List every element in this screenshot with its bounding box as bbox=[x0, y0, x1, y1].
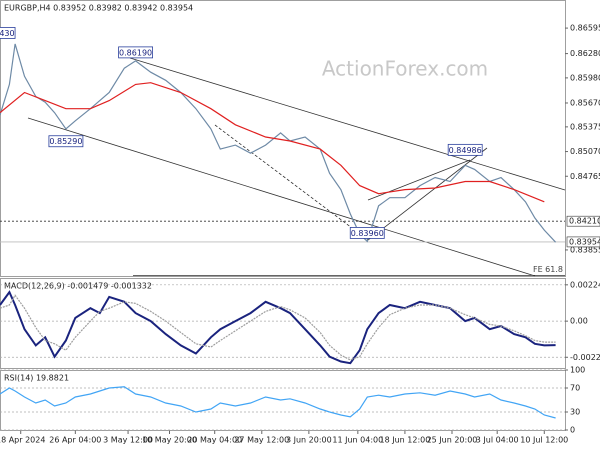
x-tick-label: 11 Jun 04:00 bbox=[332, 436, 383, 445]
y-tick-label: 0.002248 bbox=[570, 280, 600, 289]
series-line bbox=[0, 294, 556, 361]
level-box bbox=[566, 236, 600, 248]
fib-line bbox=[214, 124, 369, 241]
annotation: 0.85290 bbox=[49, 137, 82, 146]
x-tick-label: 3 Jun 20:00 bbox=[286, 436, 332, 445]
series-line bbox=[0, 43, 557, 243]
y-tick-label: 100 bbox=[570, 366, 585, 375]
series-line bbox=[0, 290, 556, 365]
x-tick-label: 10 Jul 12:00 bbox=[520, 436, 568, 445]
annotation-box bbox=[0, 27, 16, 39]
annotation: 0.84986 bbox=[449, 146, 482, 155]
y-tick-label: 30 bbox=[570, 408, 580, 417]
x-tick-label: 20 May 04:00 bbox=[187, 436, 242, 445]
annotation: 0.86430 bbox=[0, 29, 15, 38]
x-tick-label: 3 May 12:00 bbox=[103, 436, 153, 445]
annotation-box bbox=[48, 135, 84, 148]
y-tick-label: 0.85670 bbox=[570, 98, 600, 107]
panel-title: RSI(14) 19.8821 bbox=[4, 374, 69, 383]
panel-frame bbox=[0, 370, 566, 431]
annotation-box bbox=[118, 46, 153, 59]
level-box bbox=[566, 215, 600, 227]
channel-line bbox=[367, 159, 471, 201]
x-tick-label: 27 May 12:00 bbox=[234, 436, 289, 445]
x-tick-label: 26 Apr 04:00 bbox=[49, 436, 101, 445]
y-tick-label: 0.83855 bbox=[570, 245, 600, 254]
level-label: 0.84210 bbox=[569, 217, 600, 226]
annotation: 0.86190 bbox=[119, 48, 152, 57]
x-tick-label: 18 Jun 12:00 bbox=[380, 436, 431, 445]
channel-line bbox=[367, 147, 488, 241]
series-line bbox=[0, 386, 556, 419]
annotation: FE 61.8 bbox=[533, 265, 563, 274]
y-tick-label: 0.86595 bbox=[570, 24, 600, 33]
y-tick-label: -0.002236 bbox=[570, 353, 600, 362]
y-tick-label: 0.85980 bbox=[570, 73, 600, 82]
channel-lines bbox=[27, 57, 566, 277]
channel-line bbox=[27, 117, 536, 277]
x-tick-label: 3 Jul 04:00 bbox=[476, 436, 519, 445]
x-tick-label: 25 Jun 20:00 bbox=[427, 436, 478, 445]
series-line bbox=[0, 82, 545, 203]
y-tick-label: 0.85375 bbox=[570, 122, 600, 131]
annotation: 0.83960 bbox=[351, 229, 384, 238]
watermark: ActionForex.com bbox=[322, 57, 488, 81]
x-tick-label: 10 May 20:00 bbox=[142, 436, 197, 445]
annotation-box bbox=[447, 143, 483, 156]
annotation-box bbox=[349, 227, 385, 239]
panel-frame bbox=[0, 0, 566, 277]
y-tick-label: 0.85070 bbox=[570, 147, 600, 156]
level-label: 0.83954 bbox=[569, 237, 600, 246]
panel-frame bbox=[0, 278, 566, 369]
panel-title: MACD(12,26,9) -0.001479 -0.001332 bbox=[4, 282, 152, 291]
y-tick-label: 0.84765 bbox=[570, 172, 600, 181]
x-tick-label: 18 Apr 2024 bbox=[0, 436, 45, 445]
y-tick-label: 0 bbox=[570, 426, 575, 435]
y-tick-label: 0.00 bbox=[570, 317, 588, 326]
panel-title: EURGBP,H4 0.83952 0.83982 0.83942 0.8395… bbox=[4, 4, 193, 13]
y-tick-label: 70 bbox=[570, 384, 580, 393]
channel-line bbox=[129, 57, 566, 191]
y-tick-label: 0.86280 bbox=[570, 49, 600, 58]
